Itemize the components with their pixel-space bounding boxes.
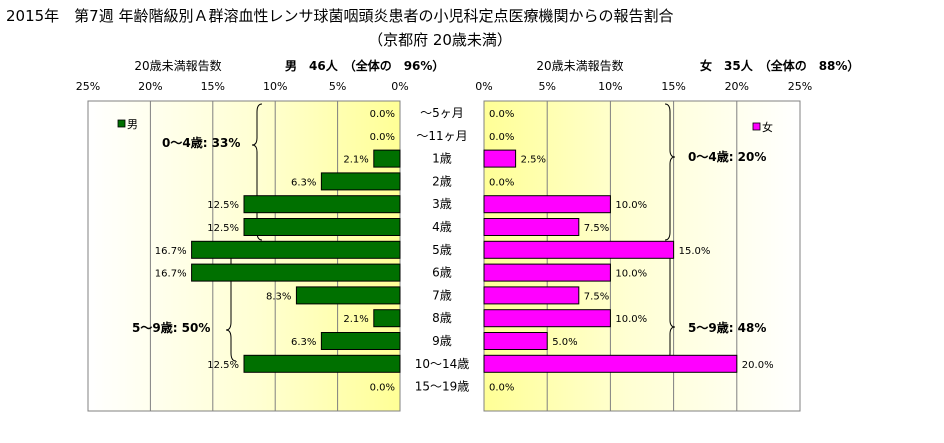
female-legend-swatch bbox=[752, 122, 761, 131]
category-label: 8歳 bbox=[432, 311, 452, 325]
female-data-label: 2.5% bbox=[521, 155, 546, 166]
female-bars bbox=[483, 149, 738, 373]
category-label: 10～14歳 bbox=[415, 357, 470, 371]
category-label: 7歳 bbox=[432, 288, 452, 302]
female-bar bbox=[483, 354, 738, 373]
male-header-right: 男 46人 （全体の 96%） bbox=[285, 58, 444, 73]
male-annotation-5-9: 5～9歳: 50% bbox=[132, 320, 210, 335]
category-label: 4歳 bbox=[432, 220, 452, 234]
female-header-left: 20歳未満報告数 bbox=[536, 58, 623, 73]
female-data-label: 10.0% bbox=[615, 269, 647, 280]
male-data-label: 16.7% bbox=[155, 246, 187, 257]
category-label: 1歳 bbox=[432, 152, 452, 166]
male-data-label: 12.5% bbox=[207, 223, 239, 234]
female-annotation-5-9: 5～9歳: 48% bbox=[688, 320, 766, 335]
male-bar bbox=[191, 240, 401, 259]
male-bars bbox=[191, 149, 401, 373]
male-bar bbox=[320, 332, 401, 350]
male-bar bbox=[320, 172, 401, 191]
category-label: 2歳 bbox=[432, 174, 452, 188]
female-annotation-0-4: 0～4歳: 20% bbox=[688, 149, 766, 164]
category-label: 5歳 bbox=[432, 243, 452, 257]
female-data-label: 0.0% bbox=[489, 132, 514, 143]
male-legend-label: 男 bbox=[127, 118, 138, 131]
male-data-label: 0.0% bbox=[370, 132, 395, 143]
category-label: ～11ヶ月 bbox=[416, 129, 467, 143]
category-label: 9歳 bbox=[432, 334, 452, 348]
female-bar bbox=[483, 286, 580, 305]
female-bar bbox=[483, 240, 675, 259]
female-bar bbox=[483, 195, 611, 214]
male-bar bbox=[243, 218, 401, 236]
category-label: 3歳 bbox=[432, 197, 452, 211]
male-data-label: 12.5% bbox=[207, 360, 239, 371]
female-bar bbox=[483, 149, 517, 168]
female-data-label: 15.0% bbox=[679, 246, 711, 257]
male-data-label: 6.3% bbox=[291, 177, 316, 188]
female-legend-label: 女 bbox=[762, 120, 773, 134]
male-data-labels: 0.0% 0.0% 2.1% 6.3% 12.5% 12.5% 16.7% 16.7% 8.3%… bbox=[155, 109, 395, 394]
female-data-label: 7.5% bbox=[584, 291, 609, 302]
chart-subtitle: （京都府 20歳未満） bbox=[368, 31, 512, 49]
female-bar bbox=[483, 332, 548, 350]
female-bar bbox=[483, 309, 611, 328]
category-label: 6歳 bbox=[432, 266, 452, 280]
female-bar bbox=[483, 218, 580, 236]
female-x-tick-label: 20% bbox=[725, 80, 749, 93]
female-data-label: 0.0% bbox=[489, 383, 514, 394]
male-x-tick-label: 5% bbox=[329, 80, 346, 93]
female-x-tick-label: 10% bbox=[598, 80, 622, 93]
male-bar bbox=[243, 354, 401, 373]
female-data-label: 10.0% bbox=[615, 200, 647, 211]
male-bar bbox=[373, 309, 401, 328]
female-x-tick-label: 15% bbox=[661, 80, 685, 93]
male-data-label: 12.5% bbox=[207, 200, 239, 211]
female-data-label: 7.5% bbox=[584, 223, 609, 234]
female-data-label: 0.0% bbox=[489, 109, 514, 120]
male-annotation-0-4: 0～4歳: 33% bbox=[162, 135, 240, 150]
male-header-left: 20歳未満報告数 bbox=[134, 58, 221, 73]
female-header-right: 女 35人 （全体の 88%） bbox=[700, 58, 859, 73]
female-x-tick-label: 0% bbox=[475, 80, 492, 93]
female-data-labels: 0.0% 0.0% 2.5% 0.0% 10.0% 7.5% 15.0% 10.0% 7.5% 1… bbox=[489, 109, 774, 394]
male-data-label: 0.0% bbox=[370, 109, 395, 120]
male-x-tick-label: 15% bbox=[201, 80, 225, 93]
female-x-tick-label: 5% bbox=[538, 80, 555, 93]
category-labels: ～5ヶ月 ～11ヶ月 1歳 2歳 3歳 4歳 5歳 6歳 7歳 8歳 9歳 10～14歳 15～19歳 bbox=[415, 106, 470, 394]
chart-title: 2015年 第7週 年齢階級別Ａ群溶血性レンサ球菌咽頭炎患者の小児科定点医療機関… bbox=[6, 7, 674, 25]
female-x-ticks: 0% 5% 10% 15% 20% 25% bbox=[475, 80, 812, 93]
female-data-label: 5.0% bbox=[552, 337, 577, 348]
male-bar bbox=[295, 286, 401, 305]
male-data-label: 6.3% bbox=[291, 337, 316, 348]
female-data-label: 10.0% bbox=[615, 314, 647, 325]
female-data-label: 20.0% bbox=[742, 360, 774, 371]
male-x-ticks: 25% 20% 15% 10% 5% 0% bbox=[76, 80, 409, 93]
female-data-label: 0.0% bbox=[489, 177, 514, 188]
male-x-tick-label: 25% bbox=[76, 80, 100, 93]
female-x-tick-label: 25% bbox=[788, 80, 812, 93]
male-legend-swatch bbox=[117, 119, 126, 128]
male-x-tick-label: 20% bbox=[138, 80, 162, 93]
male-bar bbox=[373, 149, 401, 168]
male-data-label: 2.1% bbox=[343, 314, 368, 325]
male-data-label: 0.0% bbox=[370, 383, 395, 394]
male-data-label: 8.3% bbox=[266, 291, 291, 302]
male-bar bbox=[191, 263, 401, 282]
male-data-label: 2.1% bbox=[343, 155, 368, 166]
male-bar bbox=[243, 195, 401, 214]
category-label: ～5ヶ月 bbox=[420, 106, 464, 120]
male-x-tick-label: 0% bbox=[391, 80, 408, 93]
male-data-label: 16.7% bbox=[155, 269, 187, 280]
male-x-tick-label: 10% bbox=[263, 80, 287, 93]
category-label: 15～19歳 bbox=[415, 380, 470, 394]
female-bar bbox=[483, 263, 611, 282]
